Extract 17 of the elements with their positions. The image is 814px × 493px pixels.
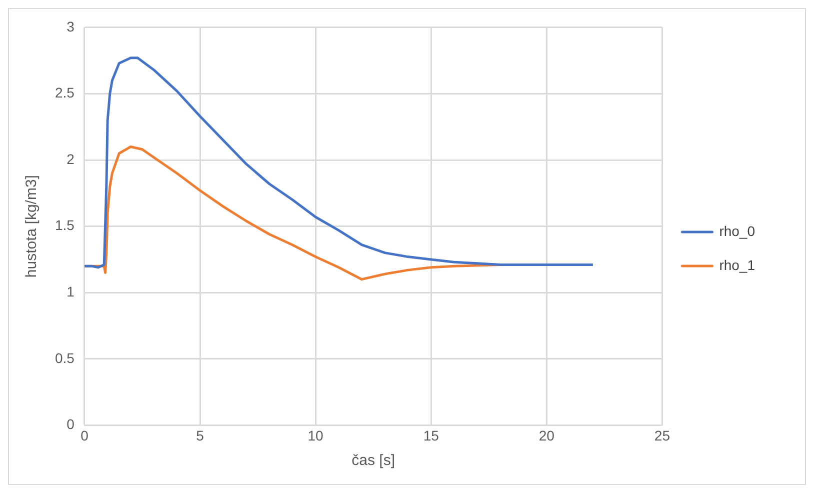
legend-label: rho_0 xyxy=(719,222,756,239)
y-tick-label: 2 xyxy=(66,150,75,167)
y-tick-label: 1 xyxy=(66,283,75,300)
y-axis-title: hustota [kg/m3] xyxy=(23,175,40,278)
x-tick-label: 5 xyxy=(196,427,204,444)
y-tick-label: 3 xyxy=(66,18,75,34)
y-tick-label: 1.5 xyxy=(54,217,75,234)
y-tick-label: 2.5 xyxy=(54,84,75,101)
x-axis-title: čas [s] xyxy=(352,452,396,470)
x-tick-label: 25 xyxy=(654,427,670,444)
x-tick-label: 0 xyxy=(80,427,89,444)
legend-label: rho_1 xyxy=(719,256,756,273)
x-tick-label: 20 xyxy=(538,427,555,444)
y-tick-label: 0 xyxy=(66,416,75,432)
y-tick-label: 0.5 xyxy=(54,350,75,366)
x-tick-label: 10 xyxy=(308,427,324,444)
x-tick-label: 15 xyxy=(423,427,440,444)
